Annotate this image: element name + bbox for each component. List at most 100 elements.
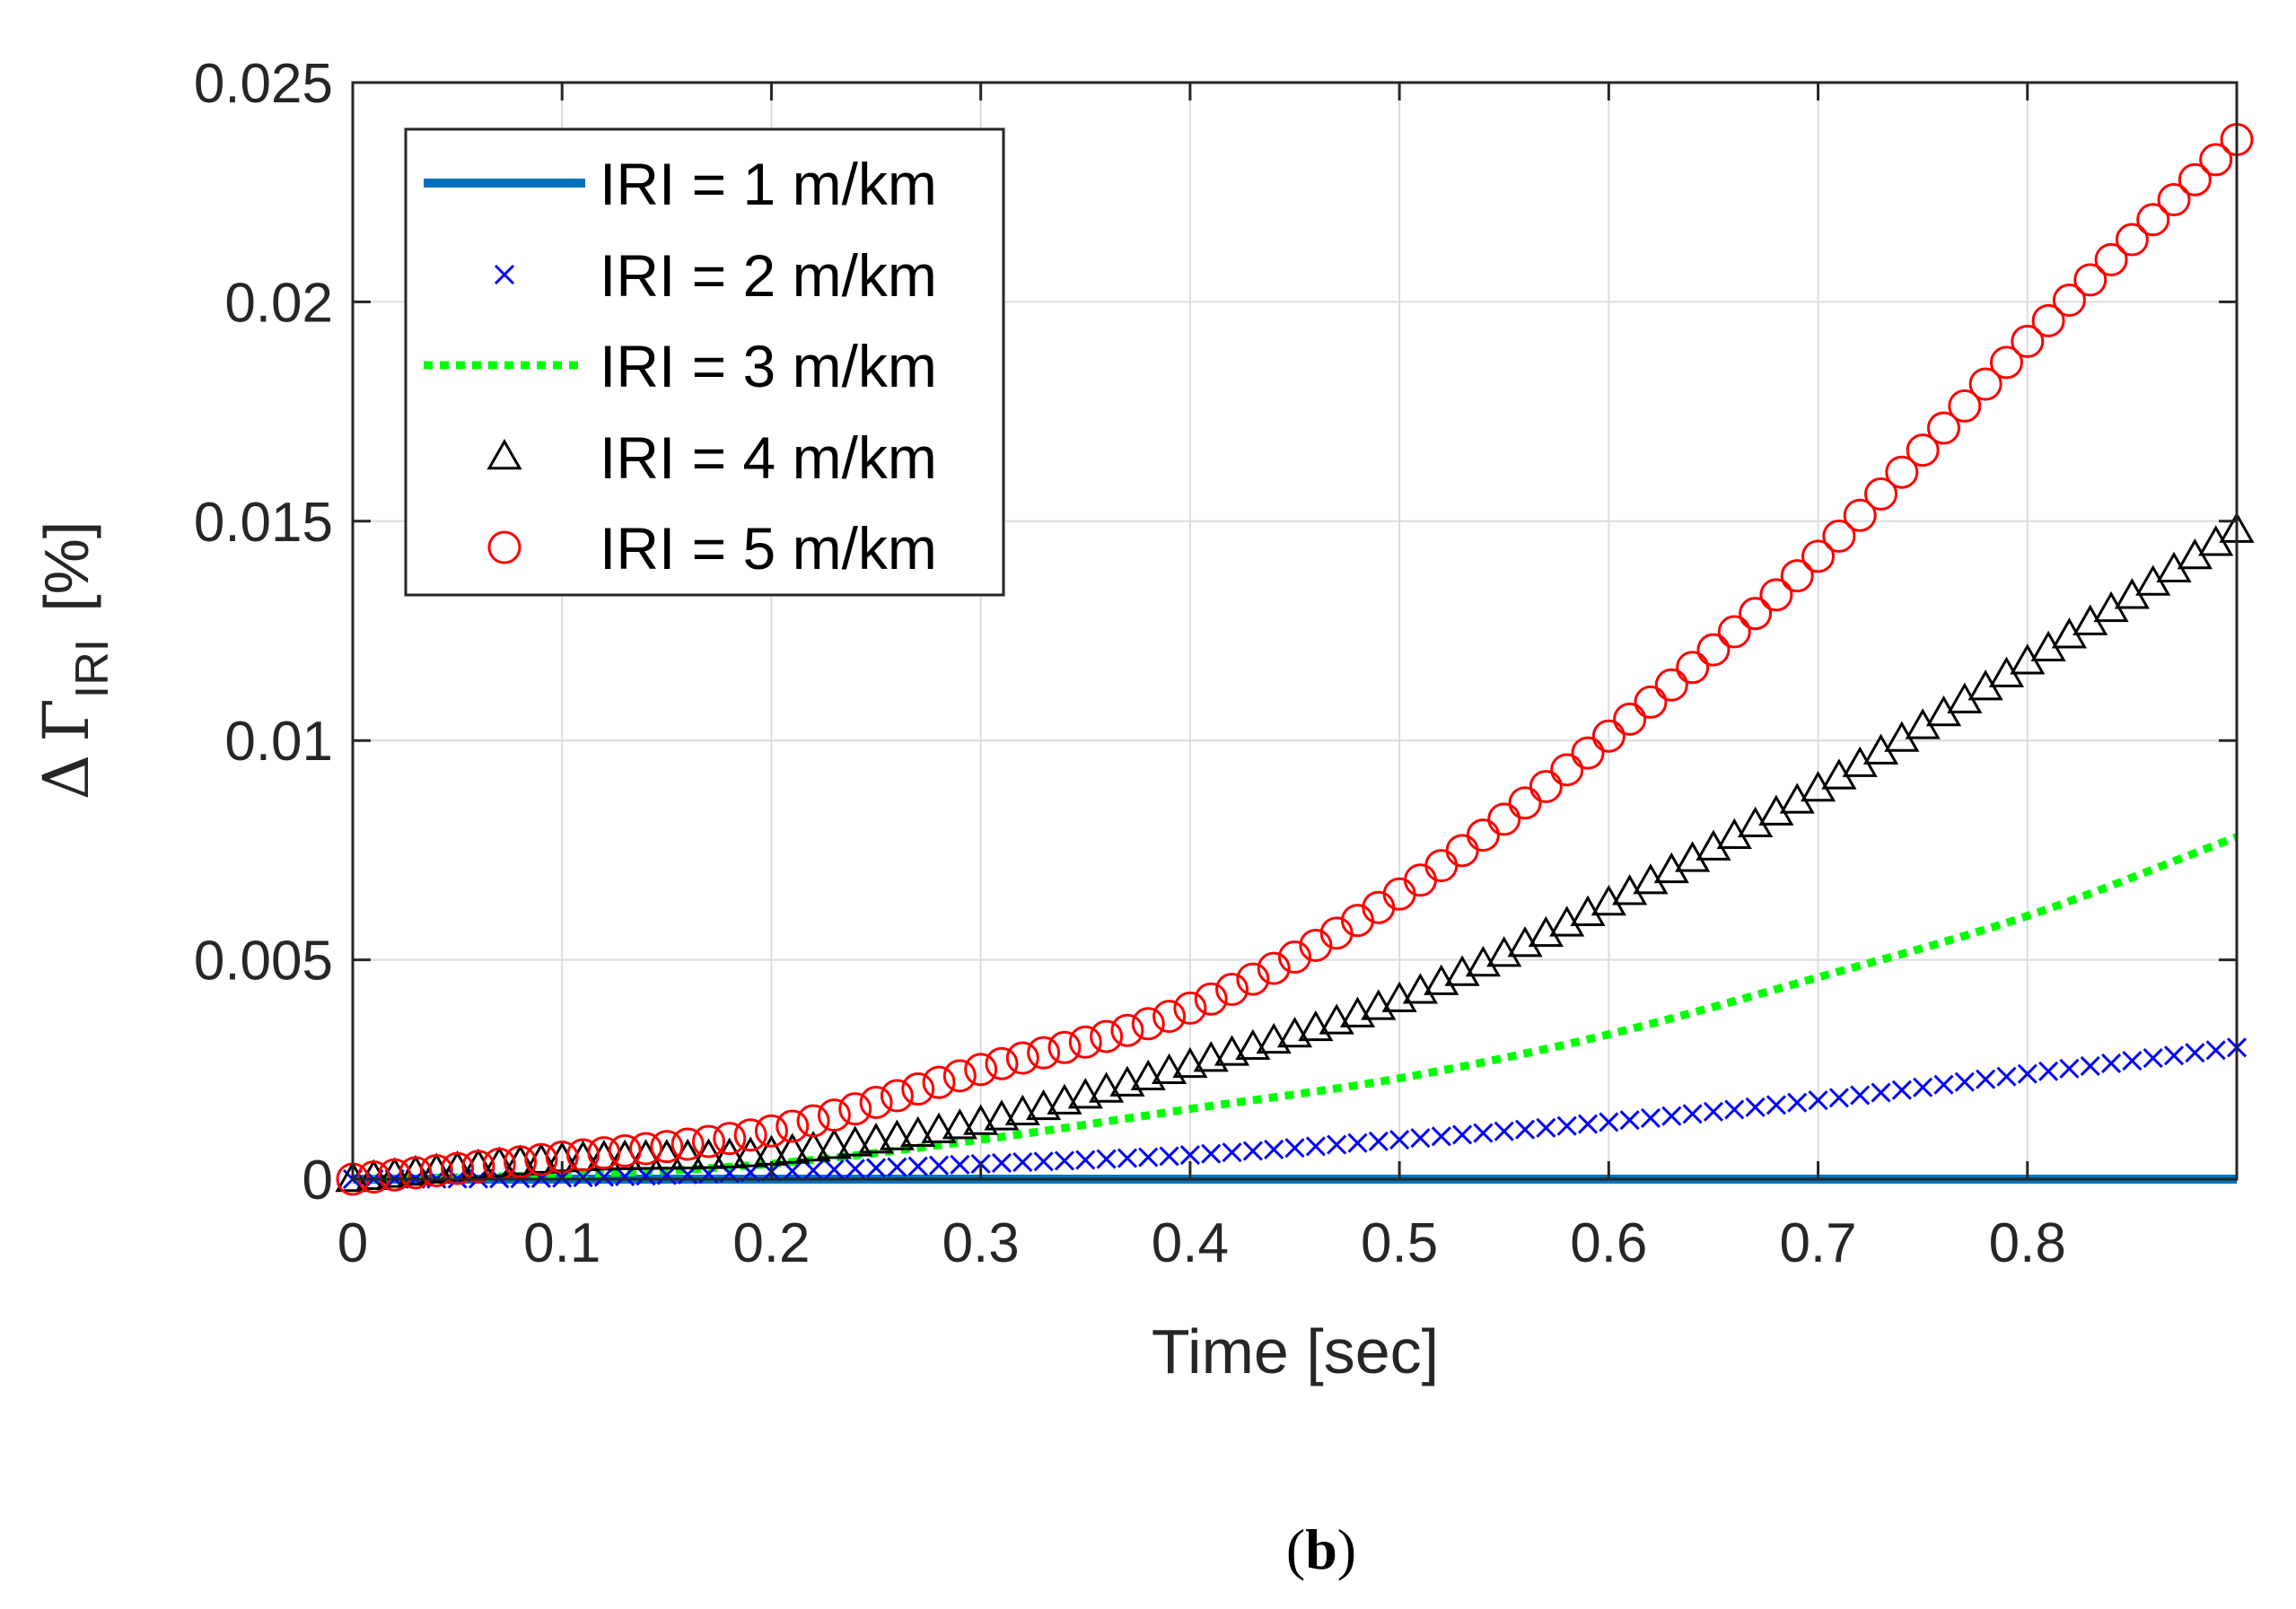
x-axis-label: Time [sec] xyxy=(1152,1316,1439,1386)
data-point xyxy=(2059,1058,2080,1079)
data-point xyxy=(418,1152,454,1184)
data-point xyxy=(901,1072,935,1106)
data-point xyxy=(1654,668,1688,702)
legend-entry-4: IRI = 4 m/km xyxy=(486,424,937,491)
data-point xyxy=(566,1138,600,1172)
data-point xyxy=(1215,972,1249,1006)
data-point xyxy=(398,1154,434,1186)
y-tick-label: 0 xyxy=(302,1150,333,1211)
data-point xyxy=(712,1137,748,1168)
data-point xyxy=(587,1136,621,1170)
data-point xyxy=(795,1130,831,1162)
legend-entries: IRI = 1 m/km IRI = 2 m/km IRI = 3 m/km IRI … xyxy=(424,151,937,582)
data-point xyxy=(650,1130,684,1164)
data-point xyxy=(1236,962,1270,996)
data-point xyxy=(1299,928,1333,962)
legend-label: IRI = 3 m/km xyxy=(600,333,937,399)
data-point xyxy=(1276,1016,1313,1048)
data-point xyxy=(1759,578,1793,612)
data-point xyxy=(1027,1036,1061,1070)
data-point xyxy=(1090,1019,1124,1054)
data-point xyxy=(481,1146,517,1177)
data-point xyxy=(1131,1007,1165,1041)
data-point xyxy=(629,1132,663,1166)
data-point xyxy=(335,1160,371,1193)
series-line xyxy=(352,833,2239,1184)
data-point xyxy=(1151,1053,1187,1085)
figure-caption: (b) xyxy=(1286,1517,1356,1581)
data-point xyxy=(991,1152,1012,1174)
data-point xyxy=(921,1112,957,1143)
legend-label: IRI = 1 m/km xyxy=(600,151,937,217)
data-point xyxy=(1871,1082,1891,1103)
data-point xyxy=(2157,183,2191,217)
data-point xyxy=(963,1104,999,1135)
caption-close-paren: ) xyxy=(1337,1517,1356,1581)
data-point xyxy=(776,1109,810,1143)
legend-entry-2: IRI = 2 m/km xyxy=(494,242,937,309)
data-point xyxy=(377,1157,413,1188)
data-point xyxy=(1885,455,1919,489)
data-point xyxy=(859,1085,893,1119)
data-point xyxy=(1787,1092,1808,1113)
data-point xyxy=(1179,1145,1200,1166)
data-point xyxy=(1514,1119,1536,1140)
data-point xyxy=(1068,1025,1102,1059)
data-point xyxy=(1717,615,1751,649)
data-point xyxy=(608,1133,642,1167)
data-point xyxy=(1214,1035,1250,1066)
data-point xyxy=(2163,1045,2185,1066)
data-point xyxy=(2031,303,2065,337)
y-tick-label: 0.005 xyxy=(194,931,333,993)
data-point xyxy=(1864,477,1898,511)
data-point xyxy=(1913,1077,1933,1097)
data-point xyxy=(1298,1010,1334,1042)
data-point xyxy=(2143,1048,2163,1069)
data-point xyxy=(1194,982,1228,1016)
data-point xyxy=(922,1065,956,1099)
data-point xyxy=(732,1136,768,1167)
data-point xyxy=(1906,433,1940,468)
data-point xyxy=(2101,1053,2122,1074)
data-point xyxy=(2038,1061,2059,1081)
data-point xyxy=(733,1118,767,1152)
data-point xyxy=(775,1132,811,1164)
data-point xyxy=(713,1122,747,1156)
data-point xyxy=(1661,1106,1682,1126)
axis-ticks: 0 0.1 0.2 0.3 0.4 0.5 0.6 0.7 0.8 0 0.005 0.01 0.015… xyxy=(194,53,2237,1274)
data-point xyxy=(865,1158,887,1178)
data-point xyxy=(691,1124,725,1159)
series-4 xyxy=(335,512,2255,1193)
data-point xyxy=(1703,1101,1724,1122)
data-point xyxy=(1473,1123,1494,1143)
data-point xyxy=(2094,242,2128,276)
data-point xyxy=(1152,1000,1187,1034)
data-point xyxy=(1452,1124,1473,1145)
y-tick-label: 0.025 xyxy=(194,53,333,115)
data-point xyxy=(1222,1142,1242,1163)
data-point xyxy=(502,1144,539,1176)
data-point xyxy=(1508,786,1542,820)
data-point xyxy=(2136,203,2170,237)
data-point xyxy=(419,1153,453,1187)
series-5 xyxy=(336,123,2254,1196)
data-point xyxy=(1431,1126,1451,1147)
data-point xyxy=(504,1145,538,1179)
data-point xyxy=(1550,753,1584,787)
data-point xyxy=(2052,283,2086,317)
data-point xyxy=(1591,719,1626,753)
data-point xyxy=(1696,633,1731,667)
data-point xyxy=(461,1150,495,1184)
y-label-subscript: IRI xyxy=(66,639,118,698)
data-point xyxy=(1577,1114,1599,1134)
data-point xyxy=(1766,1095,1786,1115)
data-point xyxy=(1619,1110,1640,1131)
data-point xyxy=(838,1092,872,1126)
legend-swatch-marker xyxy=(494,264,515,285)
data-point xyxy=(1739,597,1773,631)
y-label-delta: Δ xyxy=(30,755,103,800)
data-point xyxy=(1828,1088,1849,1108)
data-point xyxy=(1676,651,1710,685)
data-point xyxy=(1159,1146,1179,1167)
legend-entry-3: IRI = 3 m/km xyxy=(424,333,937,399)
